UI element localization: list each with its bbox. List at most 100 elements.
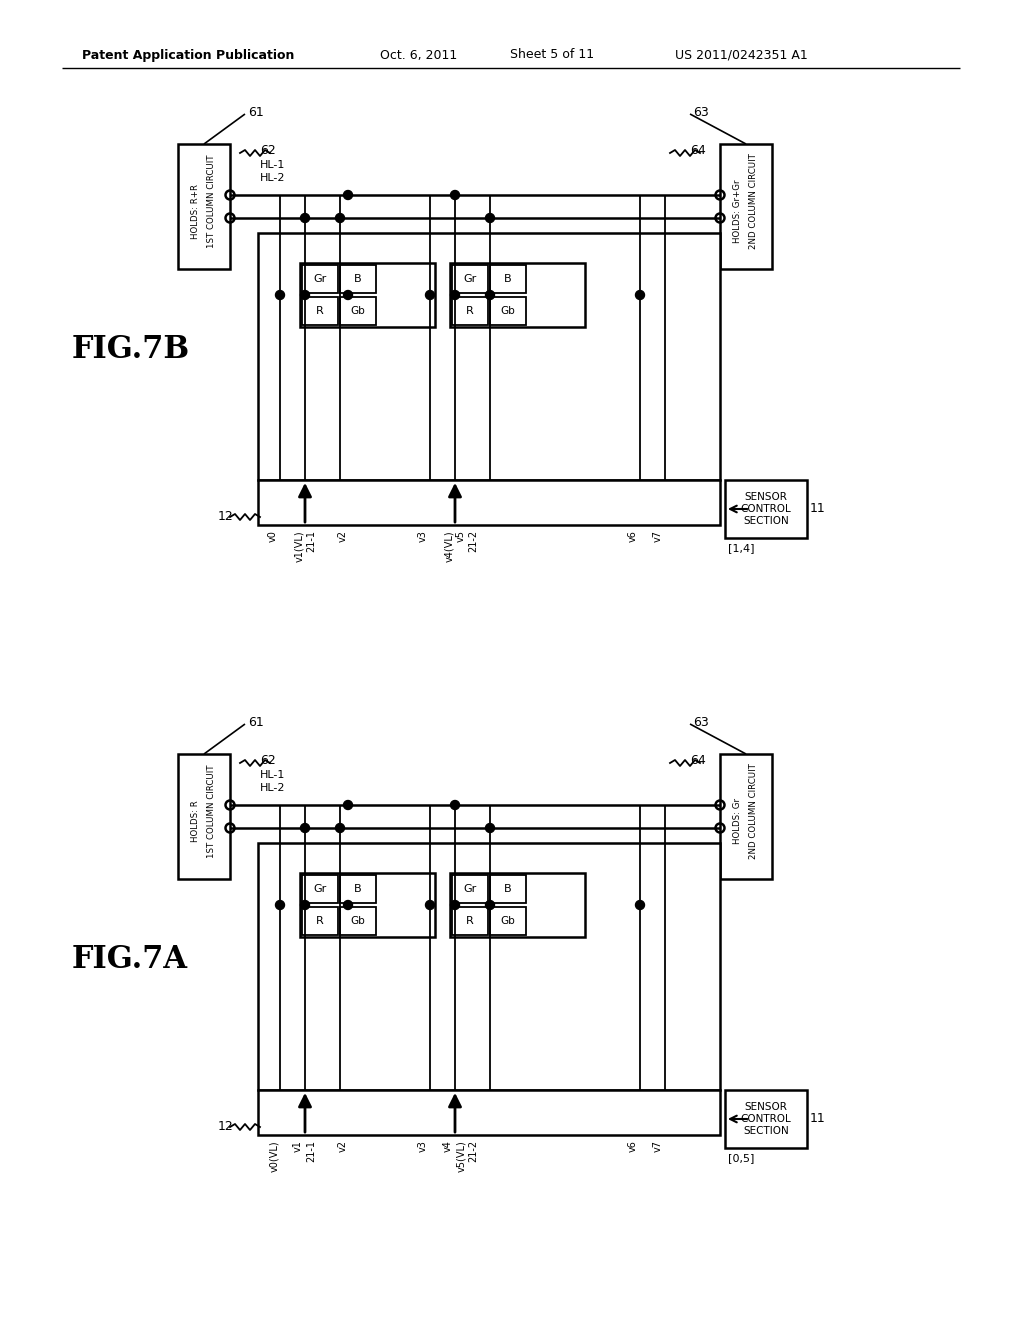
Text: HOLDS: R+R: HOLDS: R+R: [190, 183, 200, 239]
Text: FIG.7B: FIG.7B: [72, 334, 190, 366]
Text: CONTROL: CONTROL: [740, 504, 792, 513]
Text: SENSOR: SENSOR: [744, 492, 787, 502]
Bar: [340, 297, 376, 325]
Text: SECTION: SECTION: [743, 1126, 788, 1137]
Text: Gr: Gr: [464, 884, 476, 894]
Bar: [490, 907, 526, 935]
Text: 11: 11: [810, 1113, 825, 1126]
Circle shape: [343, 900, 352, 909]
Text: 21-1: 21-1: [306, 1140, 316, 1162]
Circle shape: [343, 290, 352, 300]
Bar: [258, 480, 720, 525]
Text: HL-1: HL-1: [260, 160, 286, 170]
Circle shape: [451, 800, 460, 809]
Text: v3: v3: [418, 531, 428, 543]
Circle shape: [343, 190, 352, 199]
Text: Gb: Gb: [501, 306, 515, 315]
Bar: [302, 875, 338, 903]
Bar: [490, 875, 526, 903]
Text: 62: 62: [260, 144, 275, 157]
Text: 1ST COLUMN CIRCUIT: 1ST COLUMN CIRCUIT: [208, 154, 216, 248]
Bar: [490, 297, 526, 325]
Text: v0: v0: [268, 531, 278, 543]
Circle shape: [636, 900, 644, 909]
Text: B: B: [354, 275, 361, 284]
Text: v5: v5: [456, 531, 466, 543]
Circle shape: [485, 290, 495, 300]
Bar: [452, 265, 488, 293]
Text: SECTION: SECTION: [743, 516, 788, 525]
Circle shape: [485, 214, 495, 223]
Bar: [452, 907, 488, 935]
Text: B: B: [354, 884, 361, 894]
Circle shape: [275, 290, 285, 300]
Text: v6: v6: [628, 1140, 638, 1152]
Circle shape: [336, 214, 344, 223]
Text: 63: 63: [693, 106, 709, 119]
Text: 11: 11: [810, 503, 825, 516]
Circle shape: [451, 290, 460, 300]
Bar: [178, 144, 230, 269]
Circle shape: [485, 824, 495, 833]
Text: [0,5]: [0,5]: [728, 1152, 755, 1163]
Bar: [302, 297, 338, 325]
Text: v2: v2: [338, 531, 348, 543]
Circle shape: [300, 900, 309, 909]
Text: v6: v6: [628, 531, 638, 543]
Circle shape: [300, 824, 309, 833]
Text: v0(VL): v0(VL): [269, 1140, 279, 1172]
Circle shape: [636, 290, 644, 300]
Circle shape: [485, 900, 495, 909]
Bar: [720, 754, 772, 879]
Text: 12: 12: [218, 1121, 233, 1134]
Text: B: B: [504, 884, 512, 894]
Bar: [340, 875, 376, 903]
Text: R: R: [316, 306, 324, 315]
Bar: [450, 873, 585, 937]
Text: 61: 61: [248, 106, 264, 119]
Text: [1,4]: [1,4]: [728, 543, 755, 553]
Text: HL-2: HL-2: [260, 783, 286, 793]
Text: R: R: [316, 916, 324, 927]
Circle shape: [336, 824, 344, 833]
Text: v2: v2: [338, 1140, 348, 1152]
Text: v5(VL): v5(VL): [456, 1140, 466, 1172]
Text: 2ND COLUMN CIRCUIT: 2ND COLUMN CIRCUIT: [750, 763, 759, 859]
Circle shape: [275, 900, 285, 909]
Text: Gr: Gr: [313, 275, 327, 284]
Text: 64: 64: [690, 755, 706, 767]
Text: Sheet 5 of 11: Sheet 5 of 11: [510, 49, 594, 62]
Text: Gb: Gb: [350, 306, 366, 315]
Text: v7: v7: [653, 1140, 663, 1152]
Text: SENSOR: SENSOR: [744, 1102, 787, 1111]
Bar: [490, 265, 526, 293]
Text: 12: 12: [218, 511, 233, 524]
Text: Gb: Gb: [501, 916, 515, 927]
Text: 2ND COLUMN CIRCUIT: 2ND COLUMN CIRCUIT: [750, 153, 759, 249]
Text: 1ST COLUMN CIRCUIT: 1ST COLUMN CIRCUIT: [208, 764, 216, 858]
Bar: [178, 754, 230, 879]
Text: Oct. 6, 2011: Oct. 6, 2011: [380, 49, 458, 62]
Text: R: R: [466, 916, 474, 927]
Bar: [258, 1090, 720, 1135]
Text: v4(VL): v4(VL): [444, 531, 454, 561]
Text: v7: v7: [653, 531, 663, 543]
Text: Gr: Gr: [464, 275, 476, 284]
Text: B: B: [504, 275, 512, 284]
Text: FIG.7A: FIG.7A: [72, 945, 188, 975]
Bar: [452, 875, 488, 903]
Circle shape: [426, 290, 434, 300]
Text: 61: 61: [248, 715, 264, 729]
Text: HL-1: HL-1: [260, 770, 286, 780]
Text: Gb: Gb: [350, 916, 366, 927]
Text: HOLDS: Gr+Gr: HOLDS: Gr+Gr: [732, 180, 741, 243]
Text: 21-2: 21-2: [468, 531, 478, 552]
Text: CONTROL: CONTROL: [740, 1114, 792, 1125]
Bar: [340, 265, 376, 293]
Bar: [452, 297, 488, 325]
Text: HOLDS: R: HOLDS: R: [190, 801, 200, 842]
Text: 64: 64: [690, 144, 706, 157]
Text: Patent Application Publication: Patent Application Publication: [82, 49, 294, 62]
Text: 21-2: 21-2: [468, 1140, 478, 1162]
Bar: [725, 480, 807, 539]
